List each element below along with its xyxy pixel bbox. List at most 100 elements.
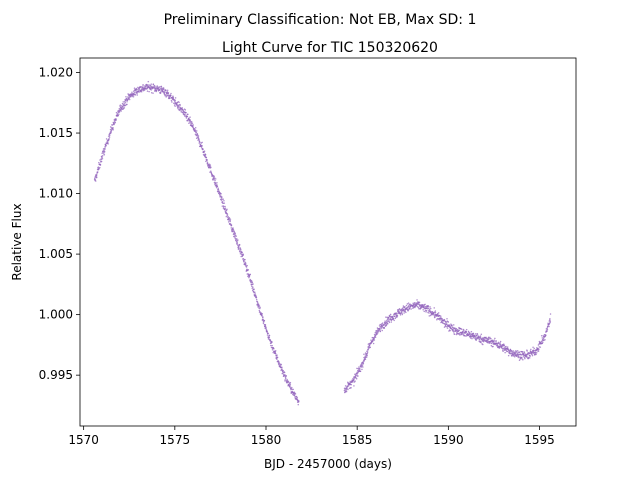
data-point — [428, 315, 431, 317]
data-point — [198, 140, 201, 143]
data-point — [354, 380, 356, 382]
data-point — [493, 339, 496, 341]
data-point — [166, 89, 169, 91]
data-point — [174, 99, 177, 101]
data-point — [363, 353, 365, 355]
data-point — [514, 351, 517, 354]
y-tick-label: 1.020 — [39, 66, 73, 80]
data-point — [522, 358, 524, 361]
data-point — [156, 85, 158, 87]
data-point — [352, 379, 355, 382]
data-point — [348, 387, 351, 390]
data-point — [384, 324, 386, 326]
data-point — [545, 334, 547, 337]
data-point — [447, 321, 449, 323]
data-point — [146, 90, 149, 92]
data-point — [159, 87, 161, 90]
data-point — [548, 325, 550, 328]
data-point — [174, 97, 177, 99]
data-point — [352, 377, 354, 380]
data-point — [213, 178, 216, 180]
data-point — [118, 113, 120, 115]
data-point — [445, 323, 448, 325]
data-point — [246, 264, 248, 267]
data-point — [247, 275, 249, 278]
data-point — [513, 356, 516, 358]
data-point — [373, 337, 375, 340]
data-point — [453, 331, 455, 333]
data-point — [251, 285, 253, 287]
data-point — [390, 321, 393, 323]
data-point — [549, 319, 551, 321]
data-point — [140, 86, 143, 88]
data-point — [220, 199, 223, 201]
data-point — [509, 348, 512, 351]
data-point — [423, 305, 425, 308]
data-point — [489, 342, 491, 344]
data-point — [104, 148, 106, 150]
data-point — [229, 219, 231, 222]
data-point — [446, 318, 448, 320]
data-point — [110, 129, 113, 131]
data-point — [226, 213, 229, 215]
data-point — [204, 153, 207, 156]
data-point — [507, 348, 510, 351]
data-point — [517, 355, 520, 358]
data-point — [108, 134, 111, 137]
data-point — [160, 90, 162, 93]
data-point — [513, 354, 515, 357]
data-point — [239, 247, 242, 249]
data-point — [187, 113, 189, 116]
data-point — [502, 350, 504, 353]
data-point — [464, 332, 467, 334]
data-point — [95, 174, 98, 177]
data-point — [171, 101, 173, 103]
data-point — [96, 176, 98, 179]
data-point — [240, 248, 242, 251]
data-point — [283, 371, 286, 374]
data-point — [218, 190, 220, 193]
data-point — [136, 88, 138, 90]
data-point — [167, 93, 169, 95]
data-point — [470, 330, 473, 333]
data-point — [192, 124, 194, 126]
data-point — [546, 330, 548, 332]
data-point — [126, 97, 128, 100]
data-point — [368, 344, 371, 346]
data-point — [452, 326, 454, 329]
data-point — [416, 305, 419, 308]
data-point — [236, 242, 239, 244]
data-point — [265, 326, 267, 329]
data-point — [393, 315, 396, 318]
data-point — [441, 318, 443, 320]
data-point — [418, 307, 420, 310]
data-point — [161, 89, 164, 92]
data-point — [224, 207, 227, 209]
y-tick-label: 1.015 — [39, 126, 73, 140]
data-point — [110, 132, 112, 134]
data-point — [134, 94, 137, 96]
data-point — [476, 335, 478, 337]
data-point — [535, 352, 538, 354]
data-point — [462, 330, 464, 333]
data-point — [196, 133, 199, 136]
data-point — [481, 338, 483, 340]
data-point — [182, 110, 185, 113]
data-point — [233, 235, 236, 238]
data-point — [172, 97, 175, 99]
data-point — [240, 255, 242, 258]
data-point — [363, 360, 366, 362]
data-point — [97, 166, 100, 168]
data-point — [546, 329, 549, 331]
data-point — [357, 375, 359, 377]
data-point — [539, 346, 542, 348]
data-point — [346, 387, 348, 389]
data-point — [290, 388, 292, 391]
data-point — [507, 354, 510, 357]
data-point — [150, 92, 153, 94]
data-point — [252, 283, 254, 285]
data-point — [107, 139, 110, 142]
data-point — [223, 205, 225, 208]
data-point — [422, 309, 424, 311]
data-point — [364, 358, 367, 360]
